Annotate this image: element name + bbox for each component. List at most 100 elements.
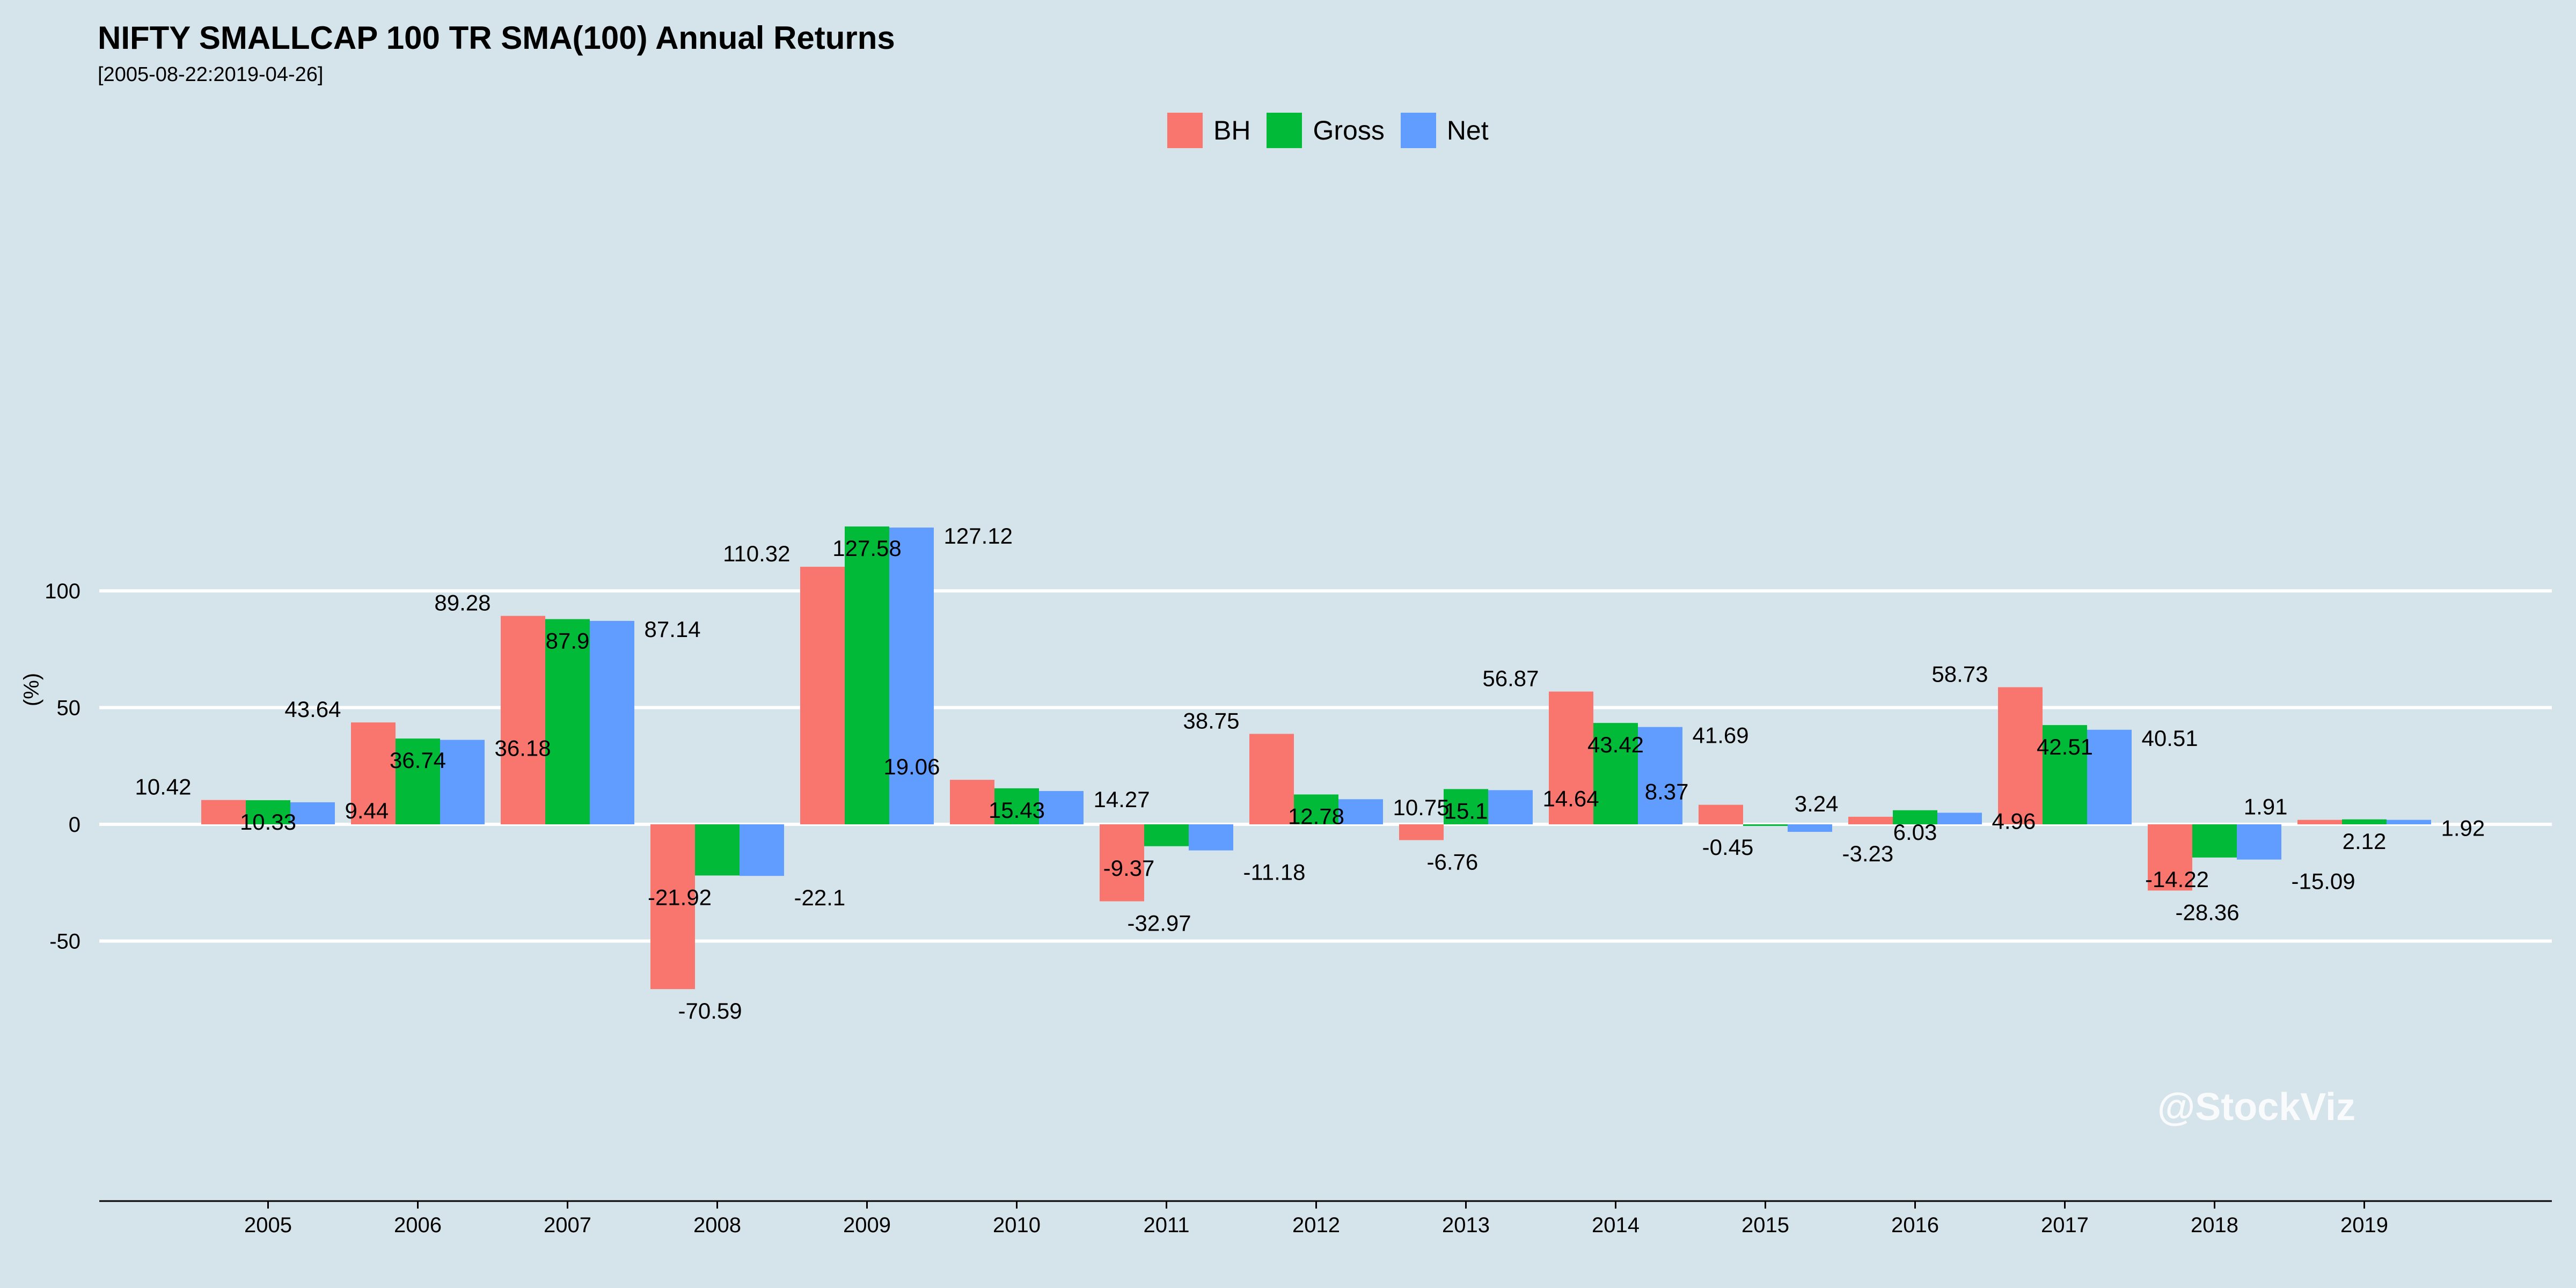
- bar-gross: [545, 619, 590, 824]
- data-label-gross: 6.03: [1893, 819, 1937, 845]
- data-label-bh: 38.75: [1183, 708, 1239, 733]
- bar-bh: [201, 800, 246, 824]
- data-label-gross: 42.51: [2037, 734, 2093, 759]
- data-label-net: 87.14: [645, 617, 701, 642]
- bar-bh: [800, 567, 845, 824]
- data-label-net: -11.18: [1243, 860, 1306, 885]
- data-label-net: 1.92: [2441, 816, 2485, 841]
- bar-gross: [2192, 824, 2237, 858]
- data-label-bh: 58.73: [1931, 662, 1988, 687]
- data-label-net: 40.51: [2142, 726, 2198, 751]
- x-tick-label: 2014: [1592, 1213, 1640, 1237]
- bar-net: [889, 528, 934, 824]
- watermark: @StockViz: [2157, 1086, 2355, 1129]
- legend-label-gross: Gross: [1313, 115, 1385, 145]
- x-tick-label: 2006: [394, 1213, 442, 1237]
- bar-gross: [845, 526, 889, 824]
- x-tick-label: 2008: [693, 1213, 741, 1237]
- bar-bh: [2297, 819, 2342, 824]
- bar-net: [1039, 791, 1084, 824]
- bar-net: [1788, 824, 1832, 832]
- legend-item-bh: BH: [1167, 113, 1250, 148]
- data-label-bh: -28.36: [2176, 899, 2240, 925]
- data-label-gross: 15.43: [989, 797, 1045, 823]
- data-label-net: 36.18: [495, 736, 551, 761]
- legend-item-net: Net: [1400, 113, 1489, 148]
- data-label-net: 14.64: [1543, 786, 1599, 811]
- bar-net: [2237, 824, 2281, 860]
- bar-bh: [1100, 824, 1144, 902]
- bar-bh: [501, 616, 545, 824]
- bar-gross: [994, 788, 1039, 824]
- data-label-gross: 127.58: [832, 536, 901, 561]
- data-label-net: 14.27: [1094, 787, 1150, 812]
- data-label-net: 9.44: [345, 798, 389, 823]
- data-label-net: -3.23: [1842, 841, 1894, 866]
- x-tick-label: 2019: [2340, 1213, 2388, 1237]
- bar-net: [290, 802, 335, 824]
- bar-gross: [1893, 810, 1937, 824]
- legend-key-net: [1400, 113, 1436, 148]
- data-label-net: 41.69: [1693, 723, 1749, 748]
- data-label-bh: 89.28: [434, 590, 491, 616]
- data-label-gross: 12.78: [1288, 803, 1344, 829]
- bar-bh: [2148, 824, 2192, 891]
- data-label-gross: 36.74: [390, 748, 446, 773]
- bar-bh: [1549, 691, 1593, 824]
- data-label-net: 10.75: [1393, 795, 1450, 820]
- data-label-gross: 10.33: [240, 809, 296, 835]
- data-labels: 10.42 10.33 9.44 43.64 36.74 36.18 89.28 87.9 87…: [135, 523, 2485, 1023]
- x-tick-label: 2016: [1891, 1213, 1939, 1237]
- data-label-bh: -32.97: [1128, 910, 1191, 935]
- axes: -50 0 50 100 (%) 2005 2006 2007 2008 2009 2010 2011…: [20, 580, 2552, 1237]
- bar-bh: [1699, 804, 1743, 824]
- data-label-gross: -21.92: [648, 884, 712, 910]
- legend-item-gross: Gross: [1267, 113, 1385, 148]
- bar-gross: [1743, 824, 1788, 826]
- data-label-gross: -14.22: [2145, 867, 2209, 892]
- bar-gross: [1144, 824, 1189, 846]
- data-label-bh: -6.76: [1427, 849, 1479, 874]
- x-tick-label: 2018: [2191, 1213, 2238, 1237]
- x-tick-label: 2005: [244, 1213, 292, 1237]
- x-tick-label: 2015: [1741, 1213, 1789, 1237]
- y-tick-label: 0: [69, 813, 80, 837]
- bar-net: [440, 740, 485, 824]
- data-label-gross: -9.37: [1103, 855, 1155, 881]
- data-label-bh: -70.59: [678, 998, 742, 1023]
- bars: [201, 526, 2431, 990]
- bar-bh: [650, 824, 695, 990]
- x-tick-label: 2011: [1143, 1213, 1189, 1237]
- bar-net: [1937, 813, 1982, 824]
- bar-gross: [396, 738, 440, 824]
- bar-net: [1488, 790, 1533, 824]
- data-label-gross: 43.42: [1587, 732, 1644, 757]
- data-label-bh: 19.06: [883, 754, 940, 779]
- data-label-bh: 8.37: [1645, 779, 1689, 804]
- bar-bh: [1399, 824, 1444, 840]
- chart-subtitle: [2005-08-22:2019-04-26]: [98, 63, 324, 86]
- data-label-gross: -0.45: [1702, 835, 1754, 860]
- bar-gross: [1294, 794, 1338, 824]
- x-tick-label: 2013: [1442, 1213, 1490, 1237]
- legend-label-bh: BH: [1213, 115, 1251, 145]
- x-tick-label: 2010: [993, 1213, 1041, 1237]
- data-label-gross: 15.1: [1444, 798, 1488, 823]
- bar-net: [2387, 819, 2431, 824]
- legend: BH Gross Net: [1167, 113, 1505, 148]
- data-label-bh: 3.24: [1795, 791, 1839, 816]
- legend-key-bh: [1167, 113, 1203, 148]
- y-tick-label: 50: [57, 697, 81, 720]
- x-tick-label: 2017: [2041, 1213, 2089, 1237]
- data-label-gross: 2.12: [2343, 829, 2387, 854]
- legend-key-gross: [1267, 113, 1302, 148]
- x-tick-label: 2007: [544, 1213, 591, 1237]
- bar-net: [1189, 824, 1233, 851]
- bar-net: [2087, 729, 2132, 824]
- data-label-bh: 1.91: [2244, 794, 2288, 819]
- legend-label-net: Net: [1446, 115, 1489, 145]
- bar-bh: [351, 722, 396, 824]
- data-label-net: 127.12: [944, 523, 1013, 548]
- bar-bh: [1848, 816, 1893, 824]
- data-label-bh: 43.64: [284, 697, 341, 722]
